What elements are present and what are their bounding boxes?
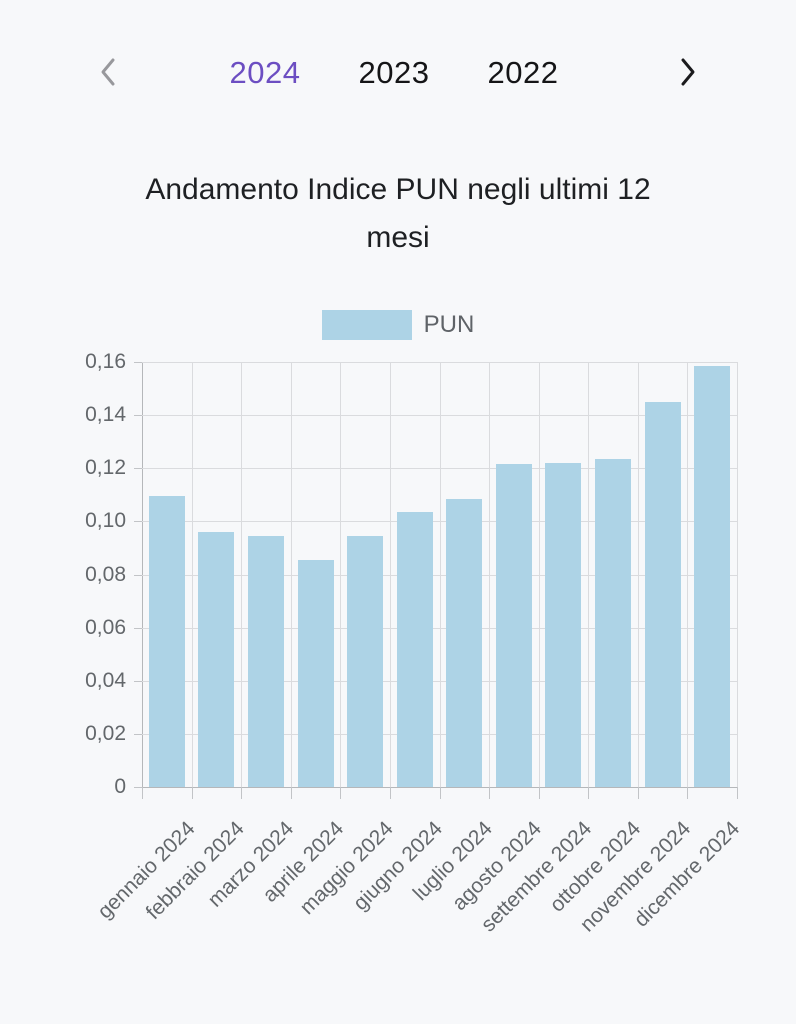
y-axis-tick: [134, 733, 142, 735]
next-year-button[interactable]: [673, 53, 703, 93]
pun-bar-chart: 0 0,02 0,04 0,06 0,08 0,10 0,12 0,14 0,16 gennaio…: [0, 350, 796, 1024]
y-tick-label: 0,04: [85, 668, 126, 692]
x-gridline: [538, 362, 540, 787]
y-axis-tick: [134, 521, 142, 523]
y-tick-label: 0,08: [85, 562, 126, 586]
y-axis-tick: [134, 574, 142, 576]
bar-gennaio-2024[interactable]: [148, 496, 185, 787]
x-axis-tick: [538, 787, 540, 799]
y-axis-tick: [134, 787, 142, 788]
x-axis-tick: [290, 787, 292, 799]
x-gridline: [191, 362, 193, 787]
y-tick-label: 0,12: [85, 456, 126, 480]
y-tick-label: 0,02: [85, 721, 126, 745]
x-axis-tick: [439, 787, 441, 799]
x-gridline: [637, 362, 639, 787]
x-axis-tick: [489, 787, 491, 799]
x-axis-tick: [191, 787, 193, 799]
y-axis-tick: [134, 415, 142, 417]
x-gridline: [389, 362, 391, 787]
legend-swatch-pun: [321, 310, 412, 340]
x-axis-tick: [637, 787, 639, 799]
x-axis-tick: [389, 787, 391, 799]
bar-marzo-2024[interactable]: [247, 535, 284, 787]
bar-giugno-2024[interactable]: [396, 512, 433, 787]
chart-title: Andamento Indice PUN negli ultimi 12 mes…: [98, 166, 698, 262]
x-axis-tick: [588, 787, 590, 799]
bar-agosto-2024[interactable]: [495, 464, 532, 787]
y-axis-tick: [134, 468, 142, 470]
x-axis-tick: [340, 787, 342, 799]
bar-dicembre-2024[interactable]: [694, 365, 731, 787]
bar-ottobre-2024[interactable]: [595, 458, 632, 787]
x-gridline: [489, 362, 491, 787]
tab-year-2024[interactable]: 2024: [229, 55, 301, 90]
tab-year-2023[interactable]: 2023: [358, 55, 430, 90]
x-gridline: [588, 362, 590, 787]
chart-title-line1: Andamento Indice PUN negli ultimi 12: [145, 173, 651, 206]
x-gridline: [241, 362, 243, 787]
y-tick-label: 0,10: [85, 509, 126, 533]
tab-year-2022[interactable]: 2022: [487, 55, 559, 90]
x-axis-tick: [142, 787, 143, 799]
x-gridline: [687, 362, 689, 787]
bar-maggio-2024[interactable]: [347, 535, 384, 787]
bar-aprile-2024[interactable]: [297, 559, 334, 787]
y-tick-label: 0,14: [85, 403, 126, 427]
bar-novembre-2024[interactable]: [644, 401, 681, 787]
year-selector: 2024 2023 2022: [0, 50, 796, 96]
y-axis-tick: [134, 627, 142, 629]
chart-title-line2: mesi: [366, 221, 430, 254]
y-axis-tick: [134, 362, 142, 363]
x-axis-tick: [687, 787, 689, 799]
bar-settembre-2024[interactable]: [545, 462, 582, 787]
y-tick-label: 0: [114, 775, 126, 798]
x-axis-tick: [241, 787, 243, 799]
bar-luglio-2024[interactable]: [446, 498, 483, 787]
y-tick-label: 0,16: [85, 350, 126, 373]
chevron-left-icon: [98, 56, 118, 91]
y-tick-label: 0,06: [85, 615, 126, 639]
legend-label-pun: PUN: [423, 311, 475, 338]
x-axis-tick: [737, 787, 738, 799]
previous-year-button[interactable]: [93, 53, 123, 93]
chart-legend: PUN: [0, 310, 796, 340]
x-gridline: [737, 362, 738, 787]
chevron-right-icon: [678, 56, 698, 91]
x-gridline: [340, 362, 342, 787]
bar-febbraio-2024[interactable]: [198, 532, 235, 787]
x-gridline: [290, 362, 292, 787]
x-gridline: [439, 362, 441, 787]
y-axis-tick: [134, 680, 142, 682]
